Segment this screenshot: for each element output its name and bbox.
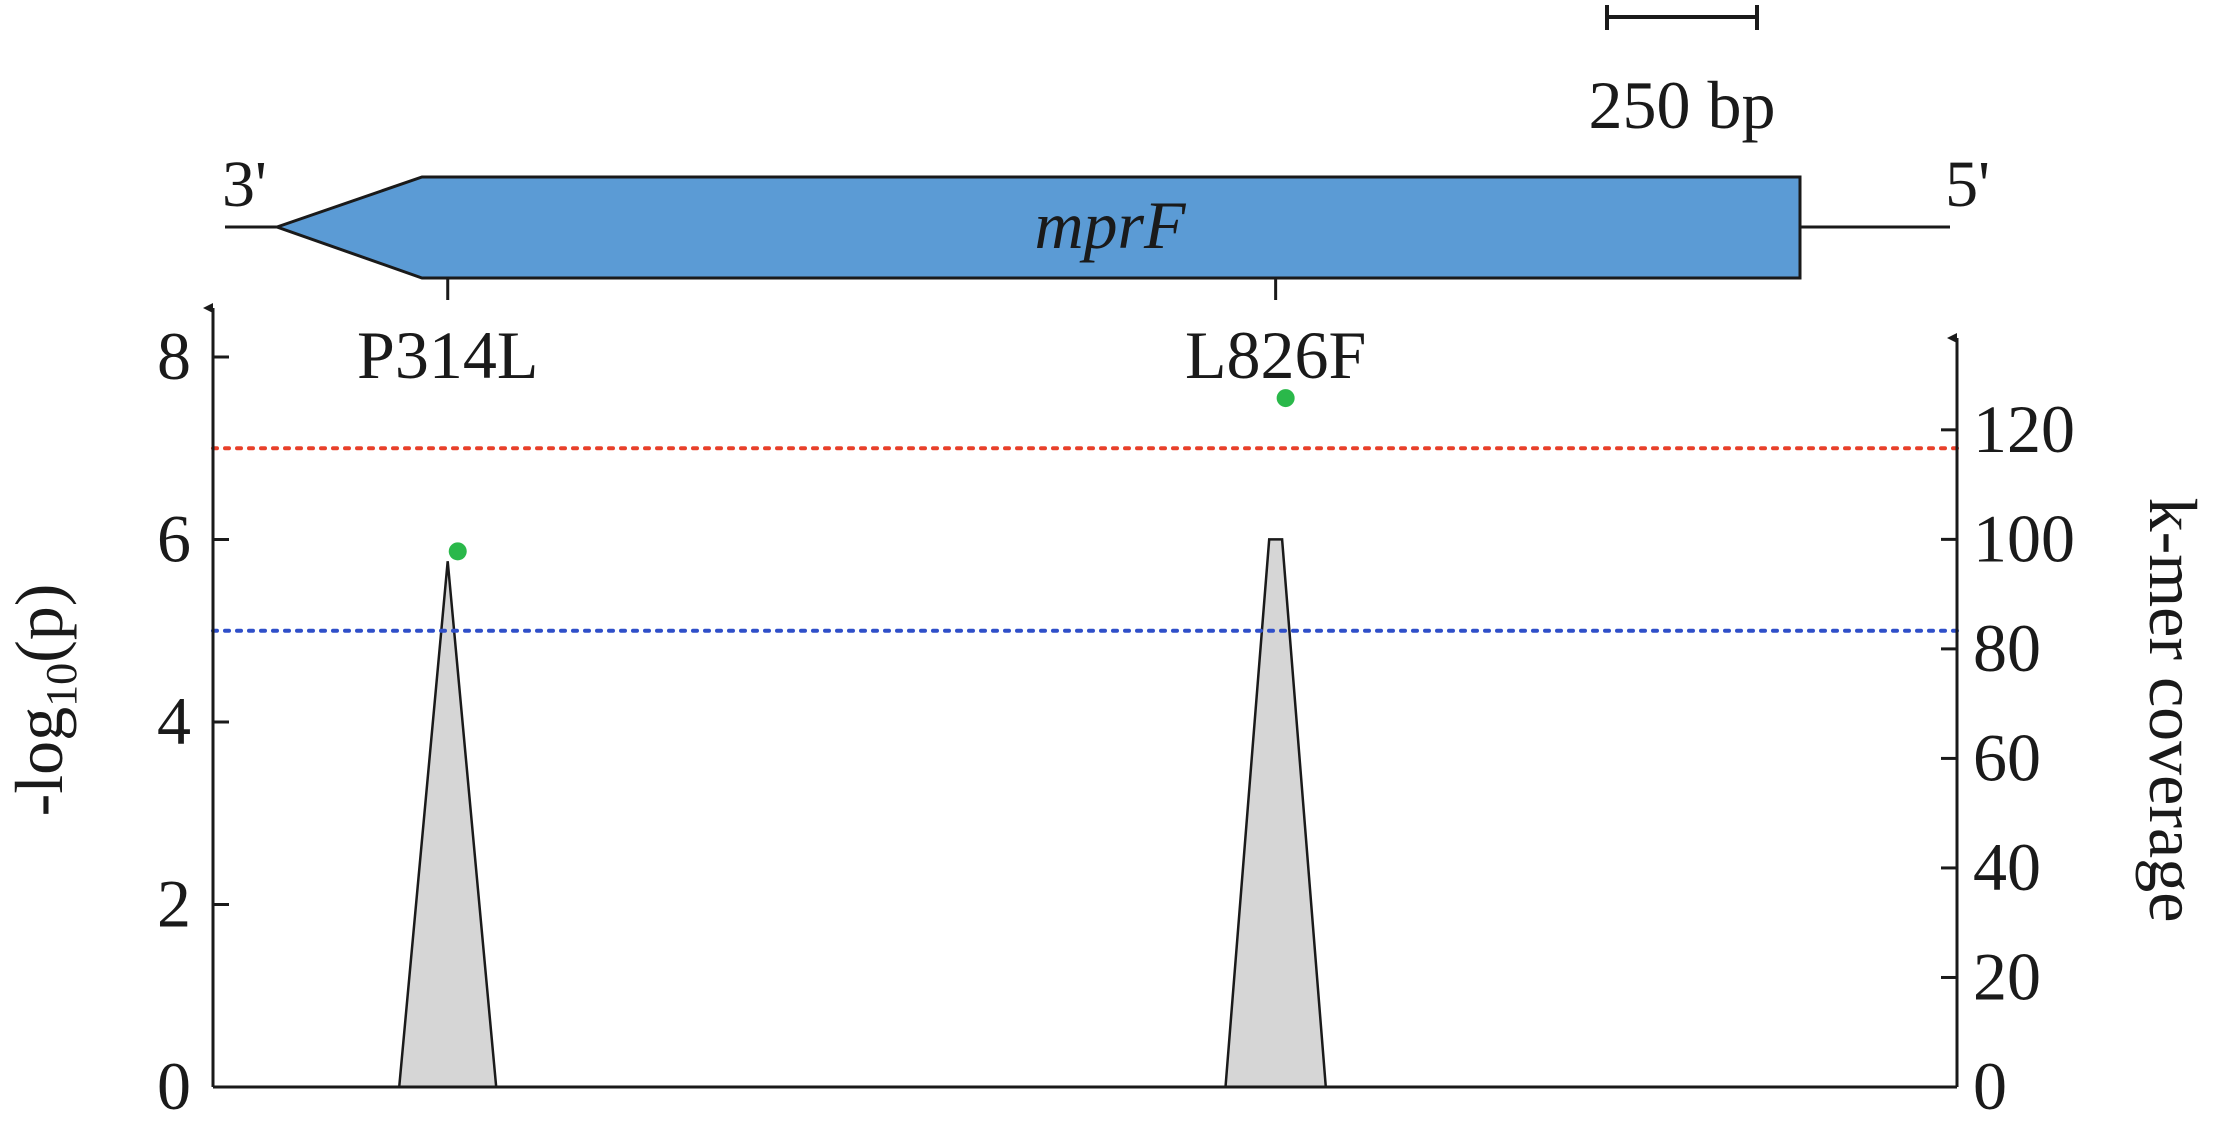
left-tick-label-8: 8 [157, 318, 191, 394]
variant-label-l826f: L826F [1185, 317, 1366, 393]
five-prime-label: 5' [1945, 148, 1990, 221]
gene-arrow [272, 175, 1802, 280]
point-layer [448, 389, 1295, 561]
right-tick-label-40: 40 [1973, 829, 2041, 905]
right-y-ticks: 0 20 40 60 80 100 120 [1941, 391, 2075, 1124]
coverage-peak-1 [397, 561, 498, 1089]
right-tick-label-60: 60 [1973, 719, 2041, 795]
data-point-p314l [448, 542, 467, 561]
right-tick-label-100: 100 [1973, 500, 2075, 576]
left-tick-label-2: 2 [157, 866, 191, 942]
three-prime-label: 3' [222, 148, 267, 221]
left-tick-label-0: 0 [157, 1048, 191, 1124]
variant-label-p314l: P314L [357, 317, 538, 393]
gene-track: mprF 3' 5' [222, 148, 1990, 280]
gene-name: mprF [1034, 187, 1187, 263]
data-point-l826f [1276, 389, 1295, 408]
scale-bar: 250 bp [1589, 5, 1776, 143]
coverage-peak-2 [1224, 538, 1328, 1089]
right-tick-label-120: 120 [1973, 391, 2075, 467]
right-tick-label-20: 20 [1973, 938, 2041, 1014]
left-tick-label-4: 4 [157, 683, 191, 759]
left-y-ticks: 0 2 4 6 8 [157, 318, 229, 1124]
threshold-layer [211, 446, 1959, 633]
right-tick-label-80: 80 [1973, 610, 2041, 686]
scale-bar-label: 250 bp [1589, 67, 1776, 143]
axes [203, 303, 1959, 1089]
left-y-axis-title: -log10(p) [1, 584, 86, 817]
right-y-axis-title: k-mer coverage [2135, 498, 2211, 923]
coverage-layer [397, 538, 1328, 1089]
right-tick-label-0: 0 [1973, 1048, 2007, 1124]
left-tick-label-6: 6 [157, 501, 191, 577]
variant-markers: P314L L826F [357, 278, 1366, 393]
